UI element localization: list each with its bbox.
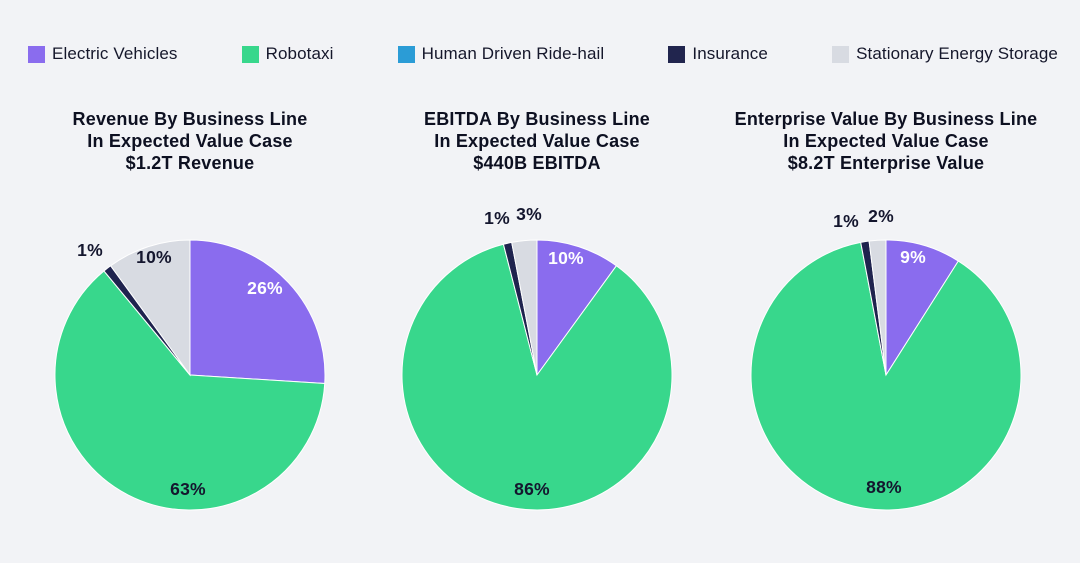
pie-title-enterprise-value-line-2: In Expected Value Case bbox=[783, 131, 989, 151]
pie-title-enterprise-value-line-1: Enterprise Value By Business Line bbox=[734, 109, 1038, 129]
legend-item-robotaxi: Robotaxi bbox=[241, 44, 334, 64]
pie-3-label-stationary-energy-storage: 2% bbox=[868, 206, 894, 226]
legend-item-insurance: Insurance bbox=[668, 44, 768, 64]
pie-3-label-insurance: 1% bbox=[833, 211, 859, 231]
legend-swatch-electric-vehicles bbox=[28, 45, 45, 63]
pie-1-label-insurance: 1% bbox=[77, 240, 103, 260]
legend-label-human-driven-ride-hail: Human Driven Ride-hail bbox=[421, 44, 605, 63]
pie-title-ebitda-line-1: EBITDA By Business Line bbox=[424, 109, 650, 129]
legend-label-insurance: Insurance bbox=[692, 44, 768, 63]
pie-title-enterprise-value-line-3: $8.2T Enterprise Value bbox=[787, 153, 985, 173]
pie-2-label-robotaxi: 86% bbox=[514, 479, 550, 499]
pie-title-ebitda-line-2: In Expected Value Case bbox=[434, 131, 640, 151]
legend-swatch-insurance bbox=[668, 45, 686, 63]
pie-1-label-electric-vehicles: 26% bbox=[247, 278, 283, 298]
legend-label-electric-vehicles: Electric Vehicles bbox=[52, 44, 178, 63]
pie-1-slice-stationary-energy-storage bbox=[109, 239, 191, 377]
pie-title-enterprise-value: Enterprise Value By Business Line In Exp… bbox=[721, 108, 1051, 174]
pie-2-slice-electric-vehicles bbox=[536, 239, 618, 377]
legend-item-electric-vehicles: Electric Vehicles bbox=[28, 44, 177, 64]
pie-title-revenue: Revenue By Business Line In Expected Val… bbox=[25, 108, 355, 174]
pie-3-label-robotaxi: 88% bbox=[866, 477, 902, 497]
pie-title-revenue-line-3: $1.2T Revenue bbox=[125, 153, 255, 173]
legend-label-robotaxi: Robotaxi bbox=[265, 44, 334, 63]
pie-1-slice-electric-vehicles bbox=[189, 239, 326, 385]
pie-title-ebitda-line-3: $440B EBITDA bbox=[473, 153, 601, 173]
pie-3-slice-stationary-energy-storage bbox=[868, 239, 887, 376]
pie-1-label-stationary-energy-storage: 10% bbox=[136, 247, 172, 267]
legend: Electric Vehicles Robotaxi Human Driven … bbox=[28, 44, 1058, 64]
legend-swatch-human-driven-ride-hail bbox=[397, 45, 415, 63]
legend-swatch-stationary-energy-storage bbox=[832, 45, 850, 63]
pie-2-label-stationary-energy-storage: 3% bbox=[516, 204, 542, 224]
pie-3-slice-robotaxi bbox=[750, 241, 1022, 511]
pie-2-label-electric-vehicles: 10% bbox=[548, 248, 584, 268]
pie-1-label-robotaxi: 63% bbox=[170, 479, 206, 499]
legend-label-stationary-energy-storage: Stationary Energy Storage bbox=[856, 44, 1058, 63]
pie-2-label-insurance: 1% bbox=[484, 208, 510, 228]
legend-item-stationary-energy-storage: Stationary Energy Storage bbox=[832, 44, 1058, 64]
pie-title-revenue-line-1: Revenue By Business Line bbox=[72, 109, 308, 129]
pie-2-slice-robotaxi bbox=[401, 243, 673, 511]
pie-title-ebitda: EBITDA By Business Line In Expected Valu… bbox=[372, 108, 702, 174]
pie-title-revenue-line-2: In Expected Value Case bbox=[87, 131, 293, 151]
pie-2-slice-stationary-energy-storage bbox=[511, 239, 538, 376]
legend-item-human-driven-ride-hail: Human Driven Ride-hail bbox=[397, 44, 605, 64]
pie-3-label-electric-vehicles: 9% bbox=[900, 247, 926, 267]
legend-swatch-robotaxi bbox=[241, 45, 259, 63]
pie-1-slice-robotaxi bbox=[54, 270, 326, 511]
